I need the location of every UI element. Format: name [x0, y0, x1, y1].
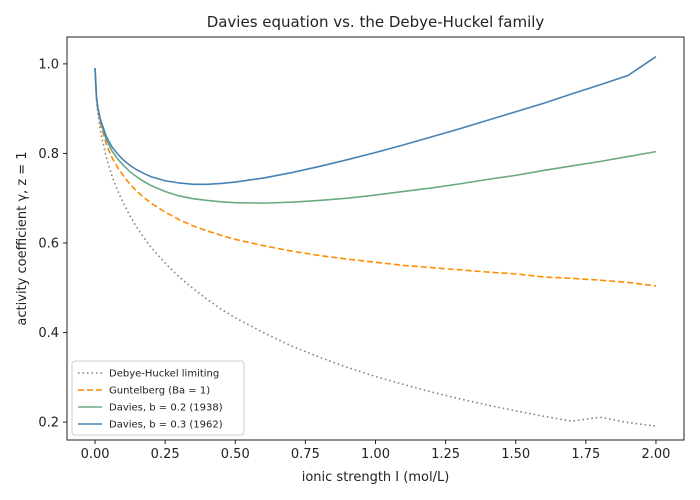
y-tick-label: 1.0: [38, 57, 59, 72]
plot-layer: [94, 56, 657, 427]
legend-label-1: Debye-Huckel limiting: [109, 369, 219, 380]
legend-box: [71, 360, 245, 436]
x-tick-label: 0.25: [151, 447, 180, 462]
axes-layer: 0.00 0.25 0.50 0.75 1.00 1.25 1.50 1.75 2.00 0.2 0…: [38, 57, 670, 462]
legend-label-2: Guntelberg (Ba = 1): [109, 386, 210, 397]
series-line-4: [94, 56, 657, 186]
legend-label-4: Davies, b = 0.3 (1962): [109, 420, 223, 431]
x-tick-label: 0.50: [221, 447, 250, 462]
y-tick-label: 0.8: [38, 147, 59, 162]
legend-label-3: Davies, b = 0.2 (1938): [109, 403, 223, 414]
y-tick-label: 0.2: [38, 416, 59, 431]
x-tick-label: 1.50: [501, 447, 530, 462]
x-tick-label: 1.25: [431, 447, 460, 462]
series-line-2: [94, 68, 657, 287]
y-tick-label: 0.4: [38, 326, 59, 341]
chart-title: Davies equation vs. the Debye-Huckel fam…: [207, 13, 545, 31]
y-axis-label: activity coefficient γ, z = 1: [15, 151, 30, 325]
x-tick-label: 1.75: [571, 447, 600, 462]
series-line-3: [94, 68, 657, 204]
x-axis-label: ionic strength I (mol/L): [302, 470, 450, 485]
x-tick-label: 0.75: [291, 447, 320, 462]
x-tick-label: 2.00: [641, 447, 670, 462]
x-tick-label: 1.00: [361, 447, 390, 462]
x-tick-label: 0.00: [81, 447, 110, 462]
y-tick-label: 0.6: [38, 236, 59, 251]
legend: Debye-Huckel limiting Guntelberg (Ba = 1)…: [71, 360, 245, 436]
